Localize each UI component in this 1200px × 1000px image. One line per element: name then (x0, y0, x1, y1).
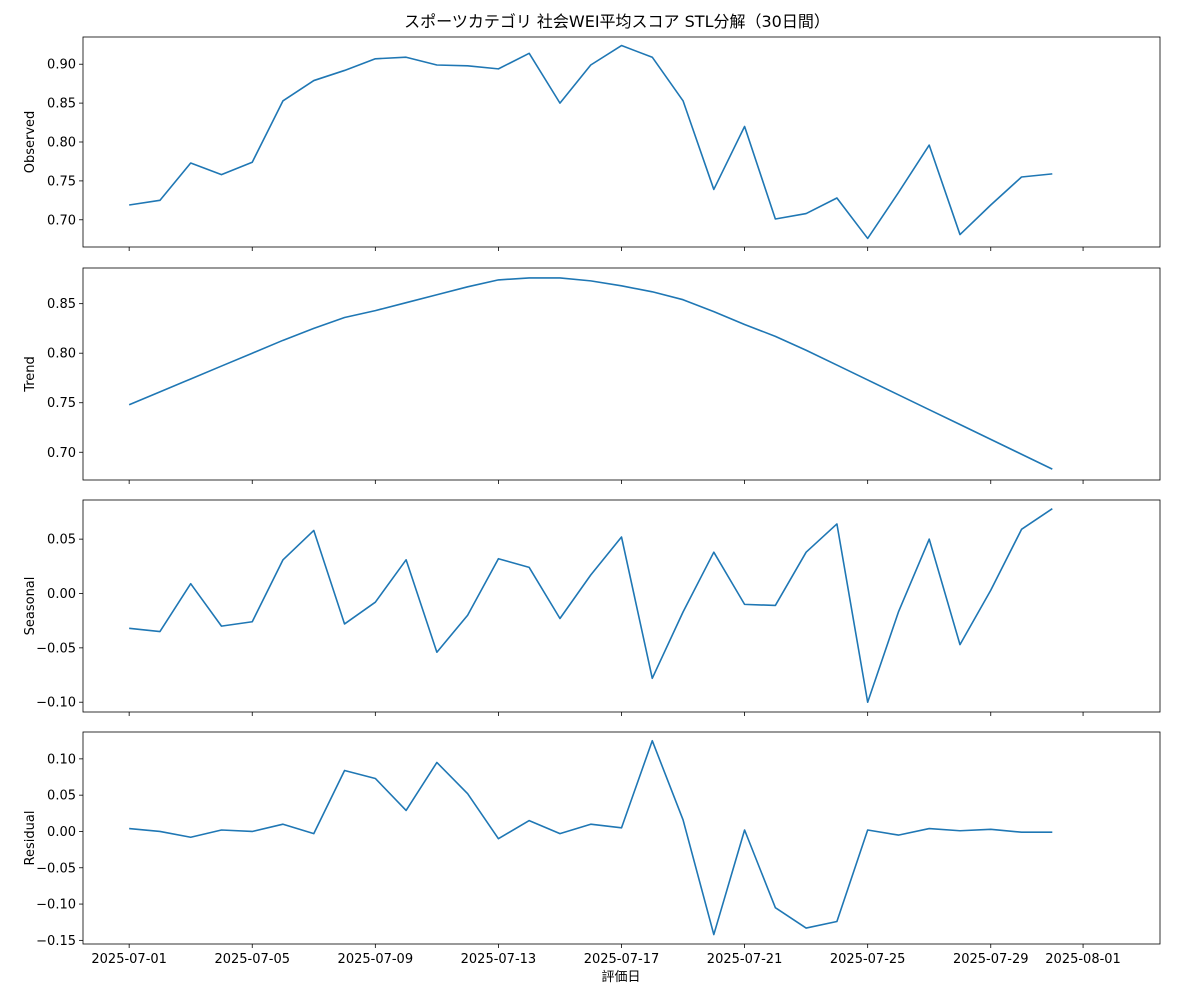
y-tick-label: 0.10 (47, 752, 76, 767)
y-tick-label: 0.05 (47, 789, 76, 804)
y-axis-label-trend: Trend (23, 356, 38, 393)
series-line-observed (129, 44, 1053, 240)
panel-residual: −0.15 −0.10 −0.05 0.00 0.05 0.10 Residual 2025-… (23, 731, 1161, 967)
y-tick-label: −0.10 (36, 898, 76, 913)
y-axis-label-observed: Observed (23, 111, 38, 174)
y-axis-label-residual: Residual (23, 811, 38, 866)
panels-group: 0.70 0.75 0.80 0.85 0.90 Observed 0.70 0.75 0.80… (23, 36, 1161, 967)
series-line-trend (128, 277, 1053, 470)
y-tick-label: 0.75 (47, 174, 76, 189)
y-tick-label: 0.70 (47, 213, 76, 228)
y-tick-label: 0.85 (47, 297, 76, 312)
y-tick-label: 0.80 (47, 347, 76, 362)
y-tick-label: 0.00 (47, 587, 76, 602)
x-tick-label: 2025-07-01 (91, 952, 167, 967)
x-tick-label: 2025-07-09 (338, 952, 414, 967)
x-tick-label: 2025-07-25 (830, 952, 906, 967)
x-tick-label: 2025-07-29 (953, 952, 1029, 967)
x-tick-label: 2025-07-13 (461, 952, 537, 967)
y-tick-label: 0.90 (47, 58, 76, 73)
y-tick-label: −0.05 (36, 861, 76, 876)
y-tick-label: 0.05 (47, 533, 76, 548)
x-tick-label: 2025-07-17 (584, 952, 660, 967)
x-tick-label: 2025-07-21 (707, 952, 783, 967)
y-tick-label: −0.10 (36, 696, 76, 711)
panel-trend: 0.70 0.75 0.80 0.85 Trend (23, 267, 1161, 484)
x-axis-label: 評価日 (601, 970, 640, 985)
panel-observed: 0.70 0.75 0.80 0.85 0.90 Observed (23, 36, 1161, 251)
panel-seasonal: −0.10 −0.05 0.00 0.05 Seasonal (23, 499, 1161, 716)
chart-title: スポーツカテゴリ 社会WEI平均スコア STL分解（30日間） (404, 12, 830, 31)
y-tick-label: 0.75 (47, 396, 76, 411)
x-tick-label: 2025-07-05 (214, 952, 290, 967)
series-line-residual (129, 739, 1053, 936)
y-tick-label: −0.15 (36, 934, 76, 949)
y-axis-label-seasonal: Seasonal (23, 577, 38, 636)
x-tick-label: 2025-08-01 (1045, 952, 1121, 967)
y-tick-label: 0.80 (47, 136, 76, 151)
y-tick-label: 0.85 (47, 97, 76, 112)
y-tick-label: −0.05 (36, 641, 76, 656)
series-line-seasonal (129, 508, 1053, 704)
y-tick-label: 0.70 (47, 446, 76, 461)
y-tick-label: 0.00 (47, 825, 76, 840)
